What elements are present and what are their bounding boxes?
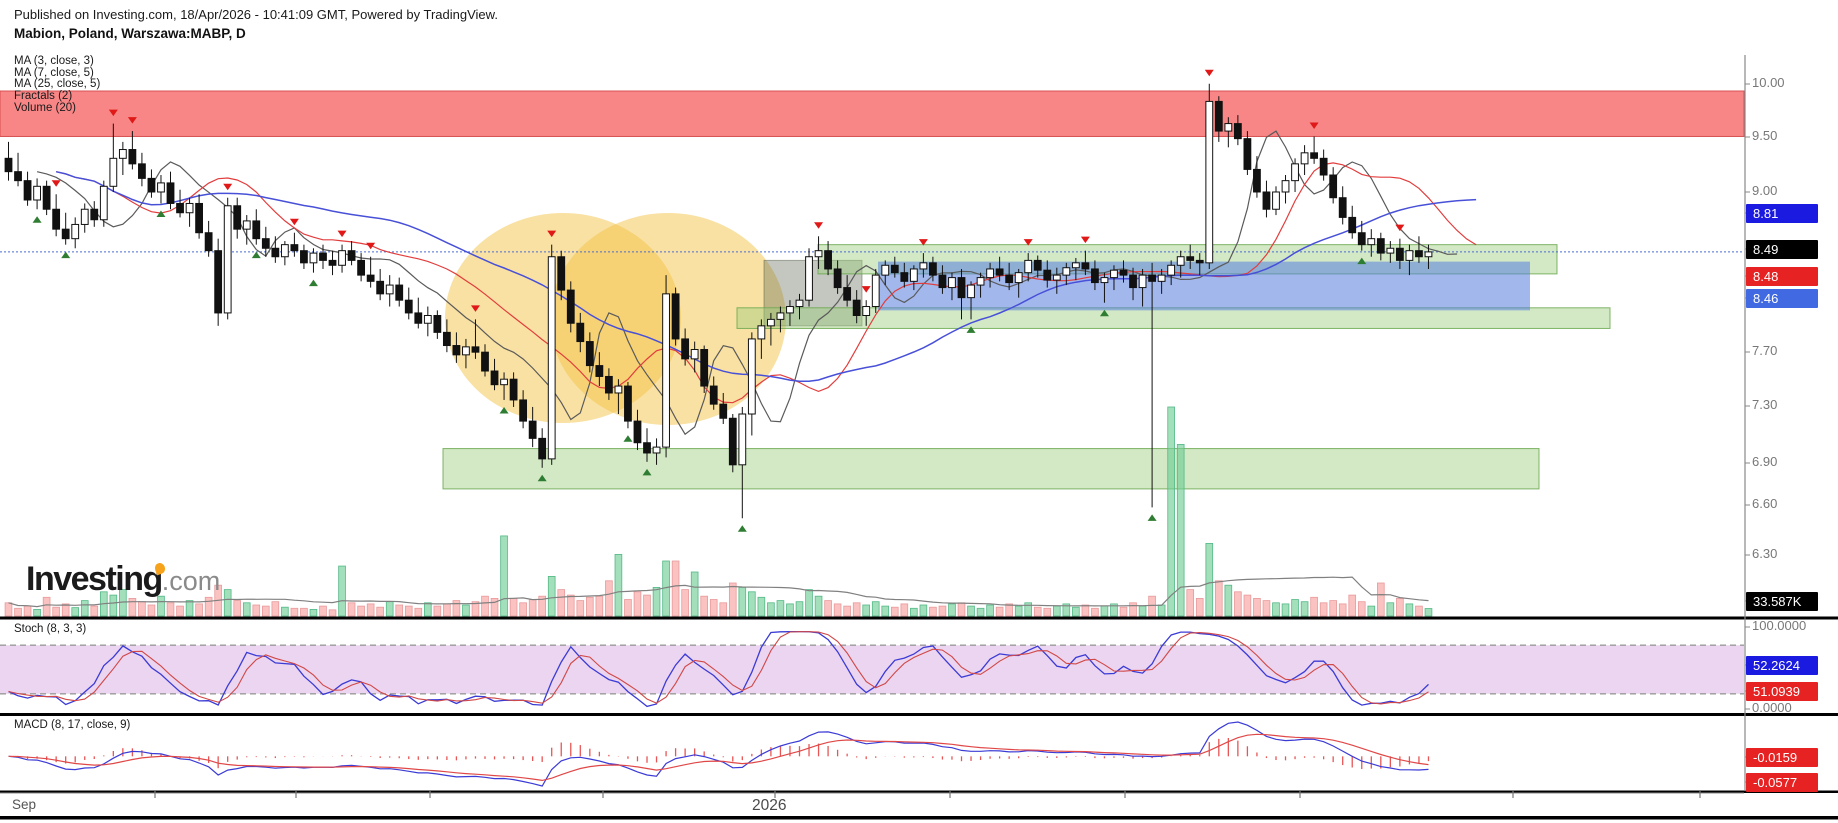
price-axis-label: 9.00 — [1752, 183, 1778, 198]
price-axis-label: 10.00 — [1752, 75, 1785, 90]
price-axis-label: 6.90 — [1752, 454, 1778, 469]
frame — [0, 616, 1838, 820]
chart-title: Mabion, Poland, Warszawa:MABP, D — [14, 26, 246, 41]
stoch-pane[interactable] — [0, 620, 1745, 713]
fractal-markers — [32, 69, 1405, 532]
time-axis-label: Sep — [12, 797, 37, 812]
legend-volume: Volume (20) — [14, 101, 77, 114]
volume-ma-line — [8, 576, 1429, 608]
price-axis-label: 9.50 — [1752, 128, 1778, 143]
price-axis-flag: 8.49 — [1746, 240, 1818, 259]
price-axis-flag: 8.48 — [1746, 267, 1818, 286]
candles-layer — [4, 83, 1433, 519]
stoch-axis-flag: 52.2624 — [1746, 656, 1818, 675]
price-axis-flag: 8.46 — [1746, 289, 1818, 308]
indicator-legend: MA (3, close, 3) MA (7, close, 5) MA (25… — [14, 55, 101, 115]
volume-bars — [4, 406, 1433, 617]
legend-ma25: MA (25, close, 5) — [14, 78, 101, 91]
time-axis[interactable] — [0, 793, 1745, 817]
macd-axis-flag: -0.0577 — [1746, 773, 1818, 792]
macd-pane[interactable] — [0, 716, 1745, 791]
time-axis-label: 2026 — [752, 797, 787, 814]
price-axis[interactable] — [1745, 47, 1838, 791]
investing-logo-suffix: .com — [161, 566, 221, 596]
macd-axis-flag: -0.0159 — [1746, 748, 1818, 767]
price-axis-flag: 8.81 — [1746, 204, 1818, 223]
volume-axis-flag: 33.587K — [1746, 592, 1818, 611]
stoch-axis-label: 100.0000 — [1752, 618, 1807, 633]
stoch-axis-label: 0.0000 — [1752, 700, 1792, 715]
price-axis-label: 6.60 — [1752, 496, 1778, 511]
legend-ma3: MA (3, close, 3) — [14, 55, 94, 67]
investing-logo-brand: Investing — [26, 560, 163, 598]
macd-panel-label: MACD (8, 17, close, 9) — [14, 719, 131, 731]
legend-fractals: Fractals (2) — [14, 90, 73, 103]
ma-lines — [36, 130, 1477, 436]
price-axis-label: 6.30 — [1752, 546, 1778, 561]
legend-ma7: MA (7, close, 5) — [14, 66, 94, 79]
investing-logo: Investing.com — [26, 560, 220, 599]
main-price-pane[interactable] — [0, 47, 1745, 617]
stoch-lines — [8, 630, 1429, 708]
price-axis-label: 7.30 — [1752, 397, 1778, 412]
macd-lines — [8, 721, 1429, 787]
stoch-panel-label: Stoch (8, 3, 3) — [14, 623, 87, 635]
published-line: Published on Investing.com, 18/Apr/2026 … — [14, 7, 498, 22]
price-axis-label: 7.70 — [1752, 343, 1778, 358]
macd-histogram — [17, 737, 1430, 770]
stoch-axis-flag: 51.0939 — [1746, 682, 1818, 701]
